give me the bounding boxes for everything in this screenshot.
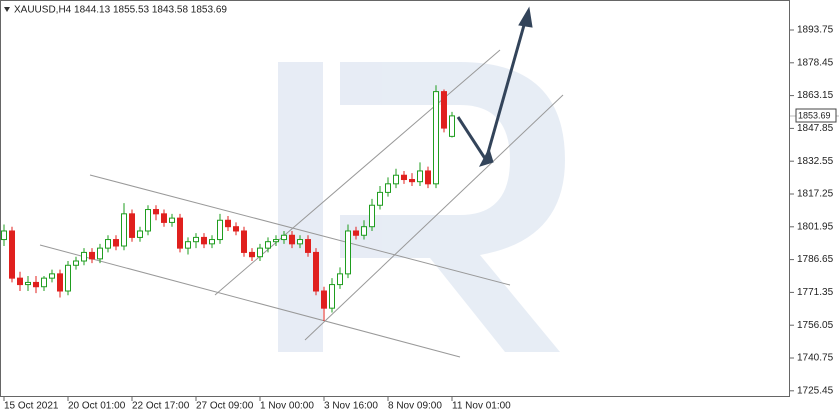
y-tick-label: 1801.95: [797, 221, 834, 232]
candle-body: [345, 230, 351, 275]
candle-body: [129, 213, 135, 238]
candle-body: [161, 213, 167, 223]
candle-body: [97, 247, 103, 260]
candle-body: [441, 91, 447, 129]
y-tick-label: 1817.25: [797, 189, 834, 200]
candle-body: [105, 239, 111, 249]
candle-body: [169, 217, 175, 223]
candle-body: [25, 281, 31, 286]
candle-body: [153, 209, 159, 215]
candle-body: [297, 239, 303, 245]
x-tick-label: 20 Oct 01:00: [68, 401, 126, 412]
candle-body: [241, 230, 247, 253]
candle-body: [305, 239, 311, 253]
y-tick-label: 1863.15: [797, 90, 834, 101]
candle-body: [265, 241, 271, 249]
y-tick-label: 1832.55: [797, 156, 834, 167]
x-tick-label: 11 Nov 01:00: [452, 401, 511, 412]
candle-body: [361, 226, 367, 236]
candle-body: [49, 273, 55, 279]
candle-body: [257, 247, 263, 258]
candle-body: [409, 179, 415, 183]
candle-body: [9, 230, 15, 279]
candle-body: [113, 239, 119, 247]
candle-body: [41, 277, 47, 288]
y-tick-label: 1756.05: [797, 320, 834, 331]
candle-body: [329, 284, 335, 309]
candle-body: [57, 273, 63, 292]
candle-body: [1, 230, 7, 241]
candle-body: [393, 174, 399, 185]
plot-frame: [0, 0, 790, 397]
candle-body: [201, 236, 207, 245]
price-box: [795, 108, 837, 123]
candle-body: [433, 91, 439, 185]
candle-body: [313, 251, 319, 292]
candle-body: [249, 251, 255, 258]
x-tick-label: 27 Oct 09:00: [196, 401, 254, 412]
candle-body: [353, 230, 359, 236]
candle-body: [425, 170, 431, 185]
candle-body: [449, 115, 455, 137]
y-tick-label: 1847.85: [797, 123, 834, 134]
title-icon: [4, 7, 10, 12]
candle-body: [385, 183, 391, 193]
x-tick-label: 3 Nov 16:00: [324, 401, 378, 412]
candle-body: [33, 281, 39, 288]
candle-body: [337, 273, 343, 286]
x-tick-label: 8 Nov 09:00: [388, 401, 442, 412]
chart-title: XAUUSD,H4 1844.13 1855.53 1843.58 1853.6…: [14, 5, 227, 16]
candle-body: [137, 230, 143, 238]
candle-body: [217, 219, 223, 241]
candle-body: [209, 239, 215, 245]
y-tick-label: 1786.65: [797, 254, 834, 265]
candle-body: [145, 209, 151, 232]
current-price: 1853.69: [798, 110, 831, 120]
candle-body: [73, 260, 79, 266]
candle-body: [81, 251, 87, 262]
candle-body: [17, 277, 23, 286]
candle-body: [281, 234, 287, 241]
candle-body: [289, 234, 295, 245]
candle-body: [233, 226, 239, 232]
forecast-arrow: [456, 6, 533, 167]
y-tick-label: 1878.45: [797, 57, 834, 68]
y-tick-label: 1740.75: [797, 353, 834, 364]
y-tick-label: 1725.45: [797, 385, 834, 396]
candle-body: [193, 236, 199, 243]
y-tick-label: 1771.35: [797, 287, 834, 298]
x-tick-label: 15 Oct 2021: [4, 401, 59, 412]
candle-body: [185, 241, 191, 249]
candle-body: [369, 204, 375, 228]
y-tick-label: 1893.75: [797, 25, 834, 36]
candle-body: [177, 217, 183, 249]
watermark: [278, 62, 565, 352]
candle-body: [65, 264, 71, 292]
candle-body: [121, 213, 127, 247]
candle-body: [377, 191, 383, 206]
x-tick-label: 22 Oct 17:00: [132, 401, 190, 412]
candle-body: [273, 239, 279, 243]
candle-body: [321, 290, 327, 309]
candle-body: [401, 174, 407, 181]
x-tick-label: 1 Nov 00:00: [260, 401, 314, 412]
candle-body: [417, 170, 423, 183]
candle-body: [225, 219, 231, 228]
candle-body: [89, 251, 95, 260]
